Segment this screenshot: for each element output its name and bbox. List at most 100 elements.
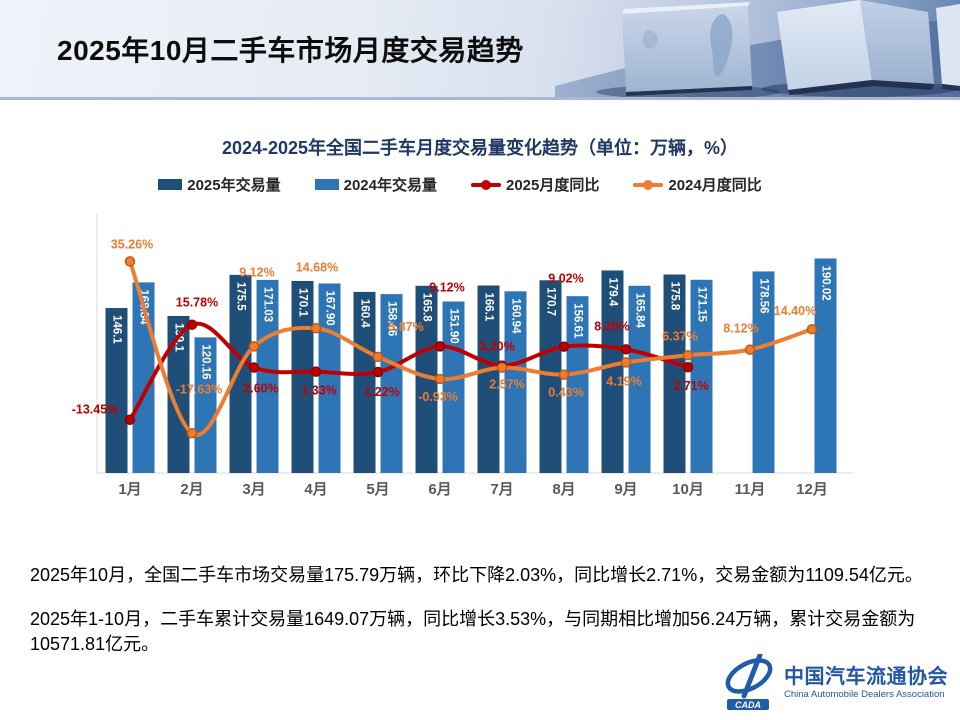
pct-label-2024月度同比-11月: 8.12%: [723, 322, 758, 336]
bar-2024年交易量-2月: [194, 337, 217, 473]
point-2024月度同比-2月: [186, 428, 198, 439]
bar-2024年交易量-10月: [690, 279, 713, 473]
legend-line-marker-icon: [471, 179, 501, 190]
page-title: 2025年10月二手车市场月度交易趋势: [57, 35, 524, 66]
point-2024月度同比-10月: [682, 350, 694, 361]
x-label-5月: 5月: [366, 481, 389, 498]
bar-2024年交易量-8月: [566, 296, 589, 473]
pct-label-2024月度同比-3月: 9.12%: [239, 265, 274, 279]
bar-2025年交易量-8月: [539, 280, 562, 473]
point-2024月度同比-4月: [310, 323, 322, 334]
pct-label-2024月度同比-7月: 2.57%: [489, 378, 524, 392]
pct-label-2024月度同比-8月: 0.43%: [548, 386, 583, 400]
legend-label: 2025月度同比: [506, 177, 600, 194]
point-2025月度同比-4月: [310, 366, 322, 377]
bar-value-label: 167.90: [324, 290, 336, 325]
bar-2024年交易量-9月: [628, 285, 651, 473]
chart-title: 2024-2025年全国二手车月度交易量变化趋势（单位：万辆，%）: [221, 138, 739, 158]
point-2025月度同比-2月: [186, 319, 198, 330]
summary-line-cumulative: 2025年1-10月，二手车累计交易量1649.07万辆，同比增长3.53%，与…: [30, 609, 916, 654]
bar-2025年交易量-3月: [229, 274, 252, 473]
x-label-4月: 4月: [304, 481, 327, 498]
slide-header: 2025年10月二手车市场月度交易趋势: [0, 0, 960, 100]
pct-label-2025月度同比-10月: 2.71%: [673, 379, 708, 393]
pct-label-2025月度同比-4月: 1.33%: [301, 384, 336, 398]
bar-value-label: 175.5: [235, 282, 247, 311]
x-label-10月: 10月: [672, 481, 704, 498]
bar-value-label: 170.7: [545, 287, 557, 316]
cube-front-face: [622, 6, 752, 92]
bar-2024年交易量-3月: [256, 279, 279, 473]
legend-swatch-2025: [158, 179, 183, 190]
point-2024月度同比-5月: [372, 351, 384, 363]
bar-2025年交易量-9月: [601, 270, 624, 473]
pct-label-2025月度同比-9月: 8.20%: [594, 319, 629, 333]
point-2024月度同比-3月: [248, 341, 260, 352]
org-name-cn: 中国汽车流通协会: [784, 665, 948, 688]
point-2024月度同比-1月: [124, 256, 136, 267]
pct-label-2025月度同比-5月: 1.22%: [364, 385, 399, 399]
pct-label-2025月度同比-8月: 9.02%: [548, 272, 583, 286]
summary-line-october: 2025年10月，全国二手车市场交易量175.79万辆，环比下降2.03%，同比…: [30, 565, 923, 585]
point-2024月度同比-8月: [558, 369, 570, 380]
x-label-7月: 7月: [490, 481, 513, 498]
bar-value-label: 170.1: [297, 288, 309, 317]
pct-label-2025月度同比-1月: -13.45%: [72, 403, 119, 417]
org-name-en: China Automobile Dealers Association: [784, 688, 945, 700]
x-label-6月: 6月: [428, 481, 451, 498]
pct-label-2024月度同比-9月: 4.19%: [606, 374, 641, 388]
cube-front-face: [777, 0, 872, 90]
cube-side-face: [860, 0, 934, 84]
cube-front-face: [936, 4, 960, 86]
point-2025月度同比-3月: [248, 362, 260, 373]
legend-line-marker-icon: [633, 179, 664, 190]
legend-label: 2024年交易量: [343, 177, 437, 194]
x-label-2月: 2月: [180, 481, 203, 498]
point-2025月度同比-10月: [682, 361, 694, 373]
x-label-11月: 11月: [735, 481, 766, 498]
header-cubes-art: [555, 0, 960, 97]
legend-item-2025-bars: 2025年交易量: [158, 174, 281, 195]
pct-label-2024月度同比-6月: -0.93%: [418, 390, 458, 404]
point-2024月度同比-12月: [806, 323, 818, 335]
point-2024月度同比-11月: [744, 344, 756, 355]
bar-2024年交易量-5月: [380, 294, 403, 473]
bar-value-label: 175.8: [669, 282, 681, 311]
bar-value-label: 190.02: [820, 265, 832, 300]
bar-value-label: 171.03: [262, 287, 274, 322]
bar-2024年交易量-12月: [814, 258, 837, 473]
pct-label-2024月度同比-10月: 6.37%: [662, 329, 697, 343]
bar-value-label: 158.46: [386, 301, 398, 336]
point-2024月度同比-9月: [620, 357, 632, 368]
bar-value-label: 165.8: [421, 293, 433, 322]
bar-2024年交易量-6月: [442, 301, 465, 473]
pct-label-2025月度同比-2月: 15.78%: [176, 296, 218, 310]
bar-2025年交易量-7月: [477, 285, 500, 473]
bar-value-label: 160.4: [359, 299, 371, 328]
x-label-9月: 9月: [614, 481, 637, 498]
cada-logo: CADA 中国汽车流通协会 China Automobile Dealers A…: [722, 654, 948, 712]
legend-label: 2024月度同比: [668, 177, 762, 194]
bar-value-label: 151.90: [448, 309, 460, 344]
point-2025月度同比-9月: [620, 344, 632, 355]
pct-label-2024月度同比-1月: 35.26%: [111, 237, 153, 251]
x-label-3月: 3月: [242, 481, 265, 498]
bar-2025年交易量-5月: [353, 291, 376, 473]
bar-value-label: 160.94: [510, 298, 522, 334]
x-label-1月: 1月: [118, 481, 141, 498]
bar-value-label: 178.56: [758, 278, 770, 313]
cube-base-edge: [942, 84, 960, 91]
pct-label-2025月度同比-7月: 3.20%: [479, 340, 514, 354]
x-label-8月: 8月: [552, 481, 575, 498]
point-2024月度同比-6月: [434, 373, 446, 385]
legend-item-2024-bars: 2024年交易量: [314, 174, 437, 195]
map-shape: [642, 29, 659, 49]
bar-2025年交易量-6月: [415, 285, 438, 473]
bar-value-label: 156.61: [572, 303, 584, 339]
legend-item-2024-yoy-line: 2024月度同比: [633, 174, 762, 195]
bar-value-label: 166.1: [483, 292, 495, 321]
pct-label-2025月度同比-3月: 2.60%: [243, 382, 278, 396]
cube-base-edge: [626, 86, 752, 96]
cada-abbr: CADA: [735, 700, 761, 710]
